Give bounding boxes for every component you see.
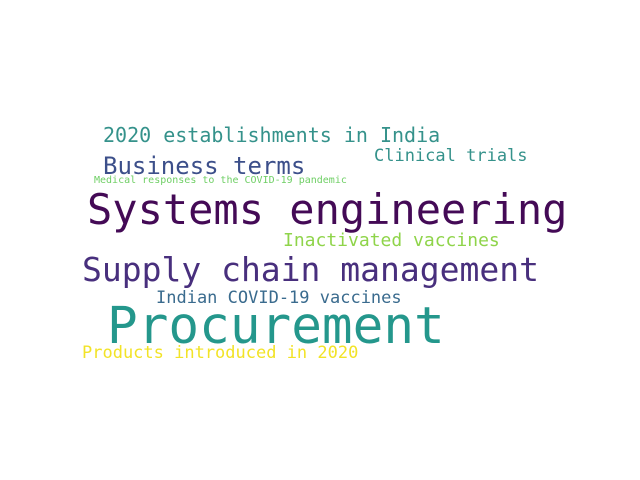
word-indian-covid-19-vaccines: Indian COVID-19 vaccines [156, 288, 402, 308]
word-procurement: Procurement [107, 297, 445, 356]
word-products-introduced-in-2020: Products introduced in 2020 [82, 343, 359, 363]
word-clinical-trials: Clinical trials [374, 146, 528, 166]
word-medical-responses: Medical responses to the COVID-19 pandem… [94, 175, 347, 186]
word-2020-establishments-in-india: 2020 establishments in India [103, 123, 441, 147]
word-inactivated-vaccines: Inactivated vaccines [283, 230, 500, 251]
word-business-terms: Business terms [103, 152, 306, 180]
word-systems-engineering: Systems engineering [87, 185, 568, 234]
word-supply-chain-management: Supply chain management [82, 250, 539, 289]
